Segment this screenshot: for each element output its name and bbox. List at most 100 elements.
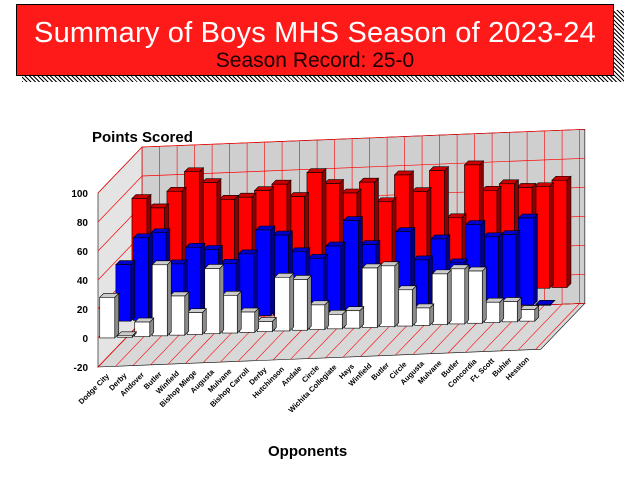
bar-side <box>515 229 521 307</box>
bar-side <box>148 233 153 322</box>
title-banner: Summary of Boys MHS Season of 2023-24 Se… <box>16 4 614 76</box>
bar-front <box>256 321 273 332</box>
y-tick-label: 40 <box>77 276 89 287</box>
bar-avg <box>342 215 364 313</box>
bar-front <box>134 321 151 337</box>
bar-side <box>428 255 433 310</box>
y-tick-labels: -20 0 20 40 60 80 100 <box>71 189 88 374</box>
y-tick-label: 80 <box>77 218 89 229</box>
bar-front <box>449 268 466 325</box>
x-tick-label: Butler <box>369 360 391 382</box>
bar-margin <box>256 316 277 333</box>
bar-side <box>219 263 225 335</box>
bar-front <box>99 297 116 339</box>
bar-side <box>533 213 538 306</box>
bar-mhs <box>533 182 555 289</box>
bar-front <box>291 279 308 331</box>
bar-front <box>116 335 133 338</box>
bar-front <box>204 268 221 335</box>
bar-side <box>481 266 487 324</box>
bar-mhs <box>551 175 572 289</box>
bar-front <box>343 220 359 313</box>
bar-margin <box>116 331 137 338</box>
bar-front <box>518 217 534 306</box>
bar-side <box>253 249 258 317</box>
bar-avg <box>517 213 539 306</box>
bar-side <box>201 307 207 336</box>
bar-side <box>289 272 295 332</box>
bar-avg <box>325 241 346 314</box>
bar-margin <box>186 307 207 336</box>
bar-front <box>484 301 501 323</box>
bar-front <box>396 289 413 327</box>
bar-front <box>466 270 483 324</box>
bar-margin <box>449 264 470 325</box>
bar-front <box>500 234 517 307</box>
bar-front <box>274 276 291 332</box>
gridline <box>517 304 563 351</box>
bar-avg <box>500 229 521 307</box>
bar-side <box>358 215 363 313</box>
chart-bars <box>99 160 572 339</box>
y-tick-label: -20 <box>74 363 89 374</box>
bar-margin <box>466 266 487 324</box>
bar-side <box>270 225 276 317</box>
bar-side <box>130 259 136 322</box>
bar-front <box>361 267 378 328</box>
bar-margin <box>151 260 172 337</box>
gridline <box>535 303 580 350</box>
bar-side <box>464 264 470 325</box>
bar-front <box>169 295 186 336</box>
bar-margin <box>501 296 522 323</box>
bar-avg <box>535 300 556 306</box>
bar-margin <box>169 291 190 336</box>
bar-side <box>340 241 346 314</box>
bar-front <box>239 311 256 333</box>
bar-margin <box>204 263 225 335</box>
bar-margin <box>519 304 540 322</box>
bar-front <box>344 310 361 329</box>
y-tick-label: 100 <box>71 189 88 200</box>
bar-margin <box>309 300 330 331</box>
bar-margin <box>291 274 312 331</box>
bar-side <box>411 285 417 327</box>
bar-front <box>151 264 168 337</box>
bar-margin <box>414 303 435 327</box>
bar-margin <box>431 269 452 326</box>
bar-side <box>566 175 572 289</box>
bar-side <box>306 274 312 331</box>
bar-front <box>551 179 568 288</box>
bar-side <box>498 232 503 308</box>
bar-side <box>446 269 452 326</box>
bar-side <box>184 291 190 336</box>
bar-side <box>394 261 400 328</box>
bar-side <box>200 242 206 320</box>
bar-front <box>186 312 203 335</box>
bar-avg <box>412 255 434 310</box>
bar-side <box>376 263 382 329</box>
bar-margin <box>134 317 155 338</box>
bar-side <box>166 260 172 337</box>
bar-side <box>236 290 242 334</box>
x-tick-label: Andale <box>279 364 303 388</box>
bar-margin <box>274 272 295 332</box>
bar-front <box>309 304 326 330</box>
bar-avg <box>115 259 136 322</box>
bar-avg <box>307 253 329 315</box>
bar-margin <box>484 297 505 324</box>
bar-margin <box>326 309 347 330</box>
bar-front <box>379 265 396 328</box>
bar-front <box>431 273 448 325</box>
bar-margin <box>239 307 260 334</box>
y-tick-label: 20 <box>77 305 89 316</box>
bar-front <box>115 264 132 322</box>
y-tick-label: 0 <box>82 334 88 345</box>
y-tick-label: 60 <box>77 247 89 258</box>
bar-side <box>114 292 120 339</box>
bar-front <box>221 295 238 334</box>
bar-avg <box>132 233 154 322</box>
bar-front <box>519 309 536 322</box>
bar-front <box>133 237 149 321</box>
page-title: Summary of Boys MHS Season of 2023-24 <box>34 17 596 49</box>
bar-front <box>255 229 272 316</box>
